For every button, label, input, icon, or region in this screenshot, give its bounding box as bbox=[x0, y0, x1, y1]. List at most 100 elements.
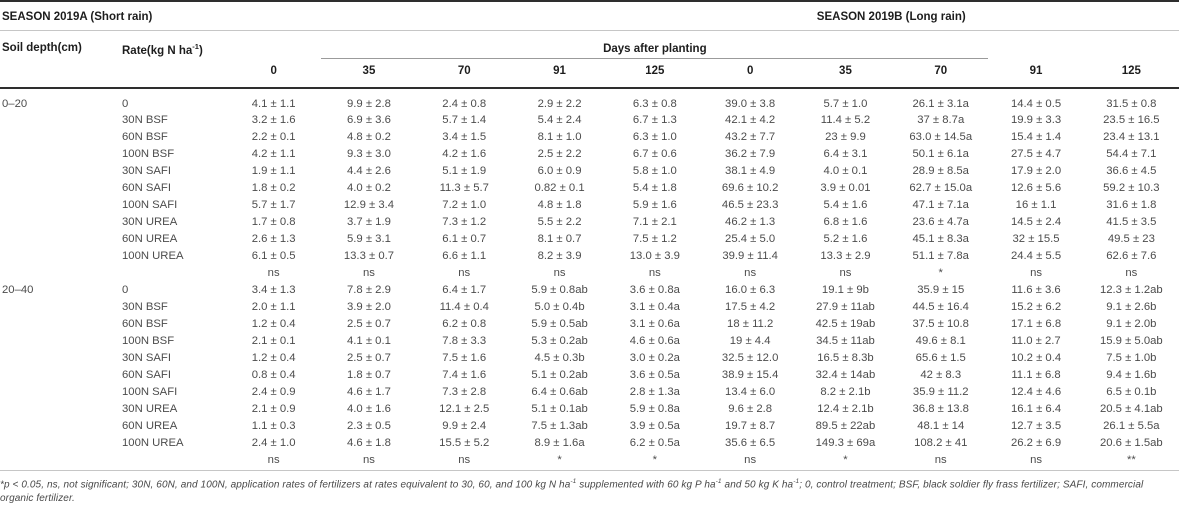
table-row: 20–40 0 3.4 ± 1.3 7.8 ± 2.9 6.4 ± 1.7 5.9 ± 0… bbox=[0, 282, 1179, 299]
value-cell: 3.7 ± 1.9 bbox=[347, 216, 391, 228]
value-cell: 27.9 ± 11ab bbox=[816, 301, 875, 313]
value-cell: 11.4 ± 0.4 bbox=[439, 301, 489, 313]
rate-cell bbox=[120, 451, 226, 471]
rate-cell: 100N BSF bbox=[122, 148, 175, 160]
value-cell: 42 ± 8.3 bbox=[920, 369, 962, 381]
significance-cell: * bbox=[607, 451, 703, 471]
value-cell: 4.6 ± 0.6a bbox=[629, 335, 680, 347]
table-row: 100N BSF 4.2 ± 1.1 9.3 ± 3.0 4.2 ± 1.6 2.5 ±… bbox=[0, 146, 1179, 163]
table-row: 30N UREA 1.7 ± 0.8 3.7 ± 1.9 7.3 ± 1.2 5.5 ±… bbox=[0, 214, 1179, 231]
value-cell: 0.82 ± 0.1 bbox=[534, 182, 585, 194]
value-cell: 4.0 ± 1.6 bbox=[347, 403, 391, 415]
value-cell: 47.1 ± 7.1a bbox=[912, 199, 969, 211]
value-cell: 31.6 ± 1.8 bbox=[1106, 199, 1157, 211]
significance-row: ns ns ns * * ns * ns ns ** bbox=[0, 451, 1179, 471]
value-cell: 9.6 ± 2.8 bbox=[728, 403, 773, 415]
day-col-header: 125 bbox=[607, 58, 703, 89]
value-cell: 20.6 ± 1.5ab bbox=[1099, 437, 1163, 449]
value-cell: 2.5 ± 2.2 bbox=[537, 148, 582, 160]
value-cell: 38.1 ± 4.9 bbox=[725, 165, 776, 177]
soil-depth-cell bbox=[0, 214, 120, 231]
value-cell: 12.9 ± 3.4 bbox=[343, 199, 395, 211]
value-cell: 4.1 ± 0.1 bbox=[347, 335, 391, 347]
rate-cell: 60N BSF bbox=[122, 318, 168, 330]
value-cell: 23.6 ± 4.7a bbox=[912, 216, 969, 228]
value-cell: 17.1 ± 6.8 bbox=[1010, 318, 1062, 330]
value-cell: 26.1 ± 5.5a bbox=[1103, 420, 1160, 432]
value-cell: 12.3 ± 1.2ab bbox=[1099, 284, 1163, 296]
table-row: 100N SAFI 5.7 ± 1.7 12.9 ± 3.4 7.2 ± 1.0 4.8… bbox=[0, 197, 1179, 214]
table-row: 30N UREA 2.1 ± 0.9 4.0 ± 1.6 12.1 ± 2.5 5.1 … bbox=[0, 401, 1179, 418]
value-cell: 5.4 ± 1.6 bbox=[823, 199, 868, 211]
value-cell: 45.1 ± 8.3a bbox=[912, 233, 969, 245]
rate-cell: 100N BSF bbox=[122, 335, 175, 347]
value-cell: 32.5 ± 12.0 bbox=[721, 352, 779, 364]
value-cell: 4.0 ± 0.1 bbox=[823, 165, 868, 177]
value-cell: 5.9 ± 0.8a bbox=[629, 403, 680, 415]
rate-header-text: Rate(kg N ha bbox=[122, 44, 193, 57]
value-cell: 3.4 ± 1.3 bbox=[251, 284, 296, 296]
value-cell: 2.1 ± 0.1 bbox=[251, 335, 296, 347]
value-cell: 19.1 ± 9b bbox=[821, 284, 869, 296]
value-cell: 43.2 ± 7.7 bbox=[725, 131, 776, 143]
header-spacer bbox=[988, 31, 1083, 59]
soil-depth-cell bbox=[0, 435, 120, 452]
value-cell: 50.1 ± 6.1a bbox=[912, 148, 969, 160]
value-cell: 9.9 ± 2.4 bbox=[442, 420, 487, 432]
value-cell: 32 ± 15.5 bbox=[1012, 233, 1060, 245]
value-cell: 14.4 ± 0.5 bbox=[1010, 97, 1062, 110]
value-cell: 6.5 ± 0.1b bbox=[1106, 386, 1157, 398]
value-cell: 19 ± 4.4 bbox=[729, 335, 771, 347]
results-table: SEASON 2019A (Short rain) SEASON 2019B (… bbox=[0, 0, 1179, 471]
value-cell: 39.9 ± 11.4 bbox=[722, 250, 778, 262]
season-a-header: SEASON 2019A (Short rain) bbox=[0, 0, 798, 31]
value-cell: 18 ± 11.2 bbox=[727, 318, 774, 330]
value-cell: 13.3 ± 0.7 bbox=[343, 250, 395, 262]
significance-cell: ns bbox=[1125, 267, 1138, 279]
significance-cell: ns bbox=[648, 267, 661, 279]
value-cell: 5.9 ± 0.5ab bbox=[531, 318, 588, 330]
value-cell: 12.6 ± 5.6 bbox=[1010, 182, 1062, 194]
value-cell: 7.5 ± 1.3ab bbox=[531, 420, 588, 432]
value-cell: 3.0 ± 0.2a bbox=[629, 352, 680, 364]
value-cell: 1.1 ± 0.3 bbox=[251, 420, 296, 432]
significance-cell: ns bbox=[267, 267, 280, 279]
value-cell: 34.5 ± 11ab bbox=[816, 335, 875, 347]
significance-cell: ns bbox=[988, 451, 1084, 471]
value-cell: 2.9 ± 2.2 bbox=[537, 97, 582, 110]
value-cell: 4.6 ± 1.7 bbox=[347, 386, 391, 398]
value-cell: 41.5 ± 3.5 bbox=[1106, 216, 1157, 228]
value-cell: 6.4 ± 0.6ab bbox=[531, 386, 588, 398]
value-cell: 7.8 ± 3.3 bbox=[442, 335, 487, 347]
value-cell: 2.6 ± 1.3 bbox=[251, 233, 296, 245]
season-b-header: SEASON 2019B (Long rain) bbox=[797, 0, 1179, 31]
value-cell: 13.4 ± 6.0 bbox=[725, 386, 776, 398]
significance-cell: ns bbox=[416, 451, 512, 471]
value-cell: 4.6 ± 1.8 bbox=[347, 437, 391, 449]
soil-depth-cell: 20–40 bbox=[2, 284, 34, 296]
rate-cell bbox=[120, 265, 226, 282]
day-col-header: 0 bbox=[702, 58, 798, 89]
value-cell: 37.5 ± 10.8 bbox=[912, 318, 969, 330]
value-cell: 36.6 ± 4.5 bbox=[1106, 165, 1157, 177]
soil-depth-cell bbox=[0, 112, 120, 129]
value-cell: 8.1 ± 0.7 bbox=[537, 233, 582, 245]
value-cell: 6.1 ± 0.7 bbox=[442, 233, 487, 245]
table-row: 30N BSF 3.2 ± 1.6 6.9 ± 3.6 5.7 ± 1.4 5.4 ± … bbox=[0, 112, 1179, 129]
soil-depth-cell bbox=[0, 231, 120, 248]
value-cell: 4.8 ± 0.2 bbox=[347, 131, 391, 143]
value-cell: 3.4 ± 1.5 bbox=[442, 131, 487, 143]
rate-cell: 100N SAFI bbox=[122, 199, 178, 211]
rate-header-close: ) bbox=[198, 44, 203, 57]
soil-depth-cell bbox=[0, 248, 120, 265]
value-cell: 39.0 ± 3.8 bbox=[725, 97, 776, 110]
value-cell: 7.4 ± 1.6 bbox=[442, 369, 487, 381]
value-cell: 0.8 ± 0.4 bbox=[251, 369, 296, 381]
rate-cell: 30N SAFI bbox=[122, 352, 171, 364]
table-row: 100N UREA 6.1 ± 0.5 13.3 ± 0.7 6.6 ± 1.1 8.2… bbox=[0, 248, 1179, 265]
value-cell: 5.2 ± 1.6 bbox=[823, 233, 868, 245]
value-cell: 5.7 ± 1.0 bbox=[823, 97, 868, 110]
value-cell: 17.5 ± 4.2 bbox=[725, 301, 776, 313]
rate-cell: 100N SAFI bbox=[122, 386, 178, 398]
value-cell: 23.5 ± 16.5 bbox=[1103, 114, 1160, 126]
